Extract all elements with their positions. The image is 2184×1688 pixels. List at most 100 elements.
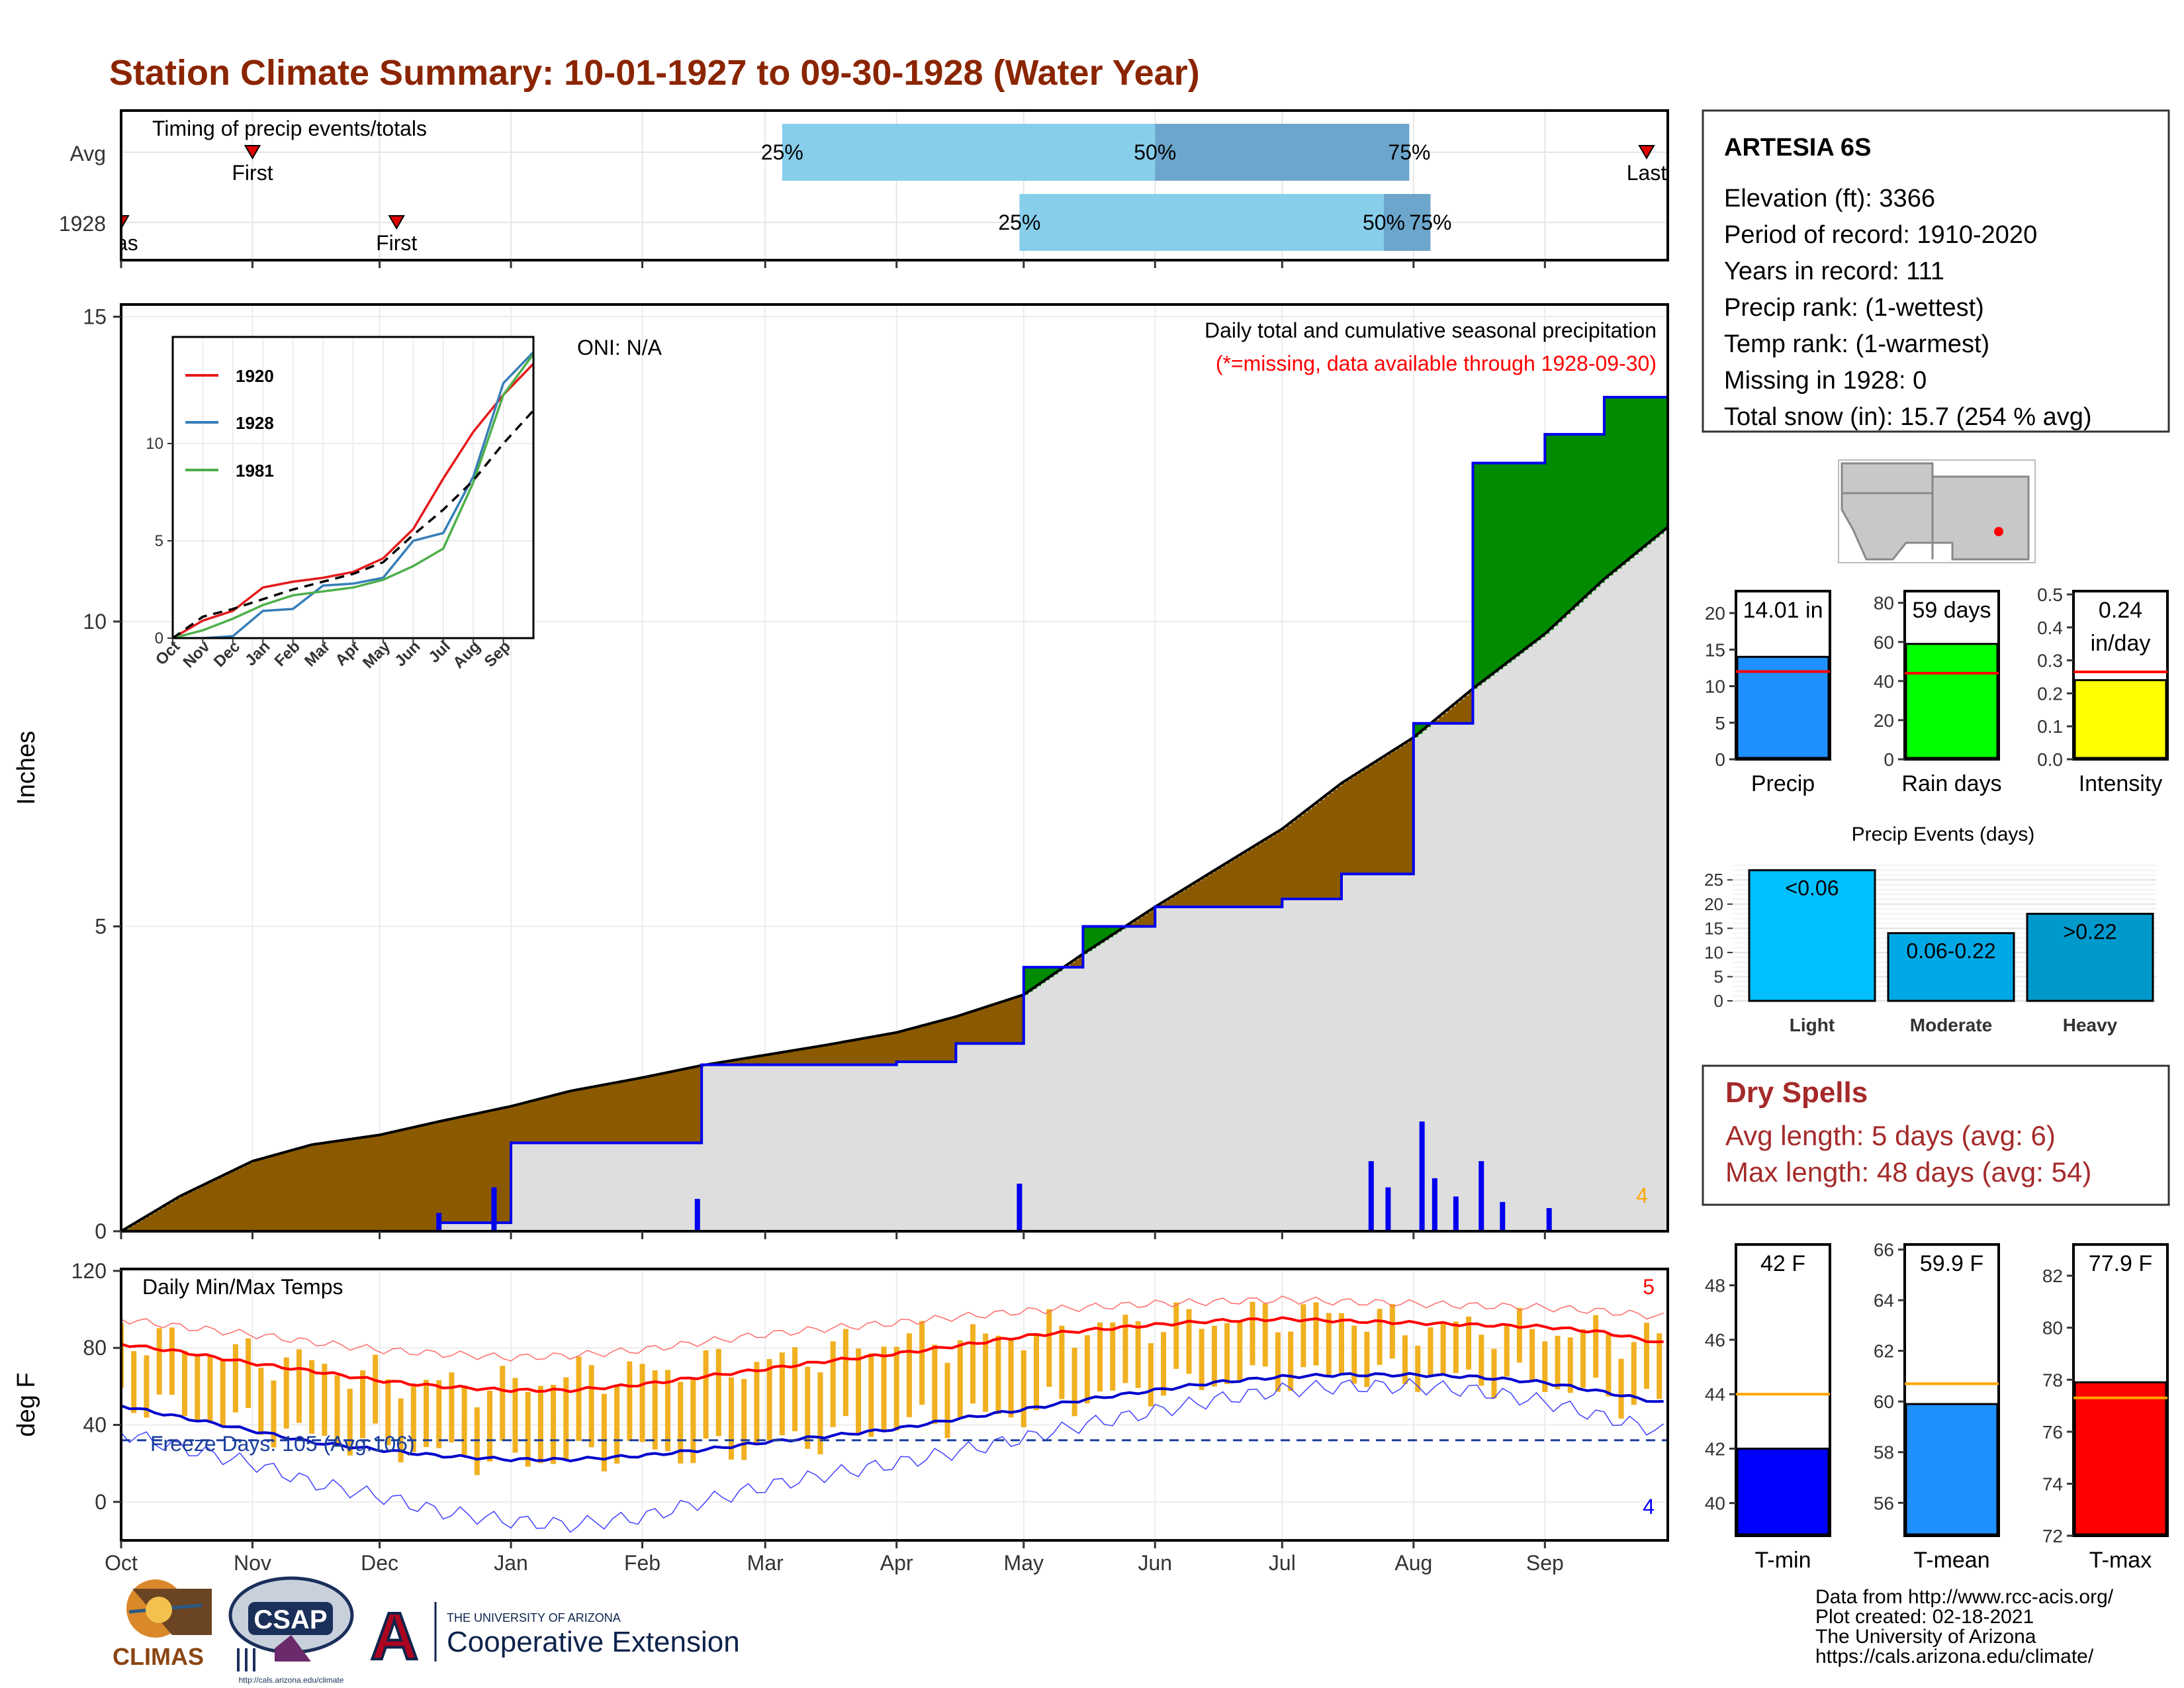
surplus-fill — [1519, 463, 1524, 653]
daily-temp-range-bar — [398, 1398, 404, 1463]
surplus-fill — [1642, 397, 1647, 548]
deficit-fill — [816, 1047, 821, 1065]
bar-y-tick-label: 10 — [1705, 677, 1725, 697]
surplus-fill — [1040, 967, 1046, 983]
deficit-fill — [596, 1086, 601, 1143]
deficit-fill — [697, 1066, 702, 1143]
deficit-fill — [383, 1134, 388, 1231]
deficit-fill — [803, 1049, 808, 1065]
deficit-fill — [430, 1123, 435, 1231]
deficit-fill — [150, 1213, 156, 1231]
deficit-fill — [1273, 833, 1279, 907]
deficit-fill — [1396, 748, 1402, 874]
events-y-tick-label: 15 — [1704, 918, 1723, 938]
daily-temp-range-bar — [957, 1340, 963, 1418]
deficit-fill — [523, 1103, 529, 1143]
deficit-fill — [1439, 716, 1444, 724]
deficit-fill — [469, 1115, 474, 1223]
surplus-fill — [1091, 926, 1097, 949]
deficit-fill — [163, 1205, 169, 1231]
deficit-fill — [901, 1031, 906, 1062]
deficit-fill — [820, 1046, 825, 1065]
deficit-fill — [723, 1062, 728, 1065]
csap-url: http://cals.arizona.edu/climate — [239, 1675, 344, 1685]
daily-precip-bar — [1500, 1201, 1506, 1231]
daily-temp-range-bar — [868, 1353, 874, 1437]
daily-temp-range-bar — [1021, 1350, 1026, 1428]
daily-precip-bar — [1385, 1187, 1391, 1231]
bar-y-tick-label: 0.0 — [2037, 749, 2063, 770]
surplus-fill — [1515, 463, 1520, 657]
deficit-fill — [1337, 786, 1342, 900]
value-bar — [1736, 655, 1830, 759]
first-event-marker — [388, 215, 405, 230]
year-cumulative-line — [121, 377, 1668, 1231]
deficit-fill — [337, 1141, 342, 1231]
deficit-fill — [341, 1140, 346, 1231]
deficit-fill — [1244, 852, 1249, 907]
surplus-fill — [1608, 397, 1614, 576]
daily-temp-range-bar — [1199, 1329, 1205, 1390]
deficit-fill — [684, 1068, 690, 1143]
deficit-fill — [443, 1120, 448, 1223]
inset-series-line — [173, 351, 533, 638]
surplus-fill — [1651, 397, 1656, 541]
deficit-fill — [1206, 875, 1211, 907]
month-tick-label: Jun — [1138, 1551, 1172, 1575]
daily-temp-range-bar — [652, 1370, 658, 1450]
inset-y-tick-label: 0 — [155, 630, 163, 647]
surplus-fill — [1036, 967, 1041, 986]
timing-bar-q25-q50 — [1019, 194, 1385, 251]
deficit-fill — [354, 1139, 359, 1231]
daily-temp-range-bar — [347, 1388, 353, 1456]
bar-y-tick-label: 80 — [1874, 593, 1894, 614]
deficit-fill — [880, 1035, 885, 1065]
daily-temp-range-bar — [359, 1370, 365, 1438]
deficit-fill — [1002, 1001, 1007, 1044]
surplus-fill — [1540, 463, 1545, 637]
bar-value-unit: in/day — [2091, 631, 2151, 656]
surplus-fill — [1506, 463, 1512, 663]
surplus-fill — [1591, 434, 1596, 591]
deficit-fill — [663, 1073, 668, 1143]
daily-temp-range-bar — [1389, 1303, 1395, 1359]
deficit-fill — [455, 1117, 461, 1223]
deficit-fill — [621, 1081, 626, 1143]
daily-temp-range-bar — [525, 1391, 531, 1467]
last-event-label: Last — [1627, 161, 1667, 185]
deficit-fill — [1079, 957, 1084, 968]
deficit-fill — [1214, 870, 1219, 907]
first-event-marker — [244, 145, 261, 160]
temp-title: Daily Min/Max Temps — [142, 1275, 343, 1299]
deficit-fill — [1222, 865, 1228, 907]
deficit-fill — [633, 1079, 639, 1143]
deficit-fill — [744, 1058, 749, 1065]
bar-y-tick-label: 74 — [2042, 1474, 2063, 1494]
month-tick-label: Apr — [880, 1551, 913, 1575]
surplus-fill — [1545, 434, 1550, 634]
precip-y-tick-label: 0 — [95, 1219, 107, 1243]
deficit-fill — [1307, 809, 1312, 900]
daily-temp-range-bar — [1643, 1323, 1649, 1389]
deficit-fill — [413, 1127, 418, 1231]
deficit-fill — [608, 1084, 614, 1143]
surplus-fill — [1557, 434, 1563, 622]
month-tick-label: Nov — [234, 1551, 271, 1575]
daily-temp-range-bar — [1262, 1303, 1268, 1367]
timing-q25-label: 25% — [998, 211, 1040, 234]
deficit-fill — [833, 1043, 838, 1065]
deficit-fill — [320, 1143, 325, 1231]
credits: Data from http://www.rcc-acis.org/ Plot … — [1815, 1586, 2114, 1667]
surplus-fill — [1574, 434, 1580, 606]
deficit-fill — [887, 1034, 893, 1065]
deficit-fill — [659, 1074, 664, 1143]
deficit-fill — [286, 1151, 291, 1231]
deficit-fill — [1469, 692, 1474, 724]
deficit-fill — [1345, 780, 1351, 874]
daily-temp-range-bar — [588, 1365, 594, 1448]
deficit-fill — [1218, 867, 1224, 907]
daily-temp-range-bar — [322, 1364, 328, 1436]
deficit-fill — [824, 1045, 829, 1065]
timing-label: Timing of precip events/totals — [152, 117, 427, 140]
surplus-fill — [1104, 926, 1109, 941]
